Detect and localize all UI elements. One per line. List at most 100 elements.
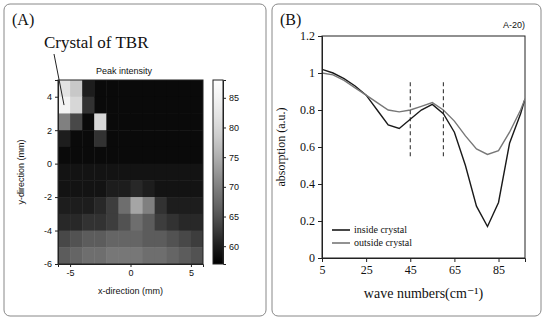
heat-cell: [179, 247, 192, 264]
panel-letter: (A): [12, 11, 34, 29]
tick: 70: [223, 182, 239, 192]
heat-cell: [94, 214, 107, 231]
heat-cell: [70, 247, 83, 264]
tick-label: 45: [405, 263, 417, 277]
heat-cell: [155, 80, 168, 97]
heat-cell: [94, 180, 107, 197]
heat-cell: [106, 113, 119, 130]
tick-mark: [223, 187, 226, 188]
tick-label: -2: [44, 192, 52, 202]
heat-cell: [191, 214, 203, 231]
heat-cell: [118, 113, 131, 130]
heat-cell: [58, 214, 71, 231]
tick: 0: [128, 264, 133, 278]
heat-cell: [70, 97, 83, 114]
tick-label: 70: [229, 182, 239, 192]
heat-cell: [143, 164, 156, 181]
legend-label: inside crystal: [354, 224, 407, 235]
tick-mark: [131, 264, 132, 267]
tick-label: 25: [361, 263, 373, 277]
heat-cell: [167, 97, 180, 114]
tick: 0: [47, 159, 58, 169]
heat-cell: [143, 247, 156, 264]
axis: 00.20.40.60.811.2: [300, 29, 323, 265]
tick: 80: [223, 123, 239, 133]
tick: -5: [67, 264, 75, 278]
heat-cell: [82, 180, 95, 197]
tick: 65: [449, 258, 461, 277]
heat-cell: [106, 197, 119, 214]
tick-mark: [366, 258, 367, 262]
figure: (A)-505-6-4-2024x-direction (mm)y-direct…: [0, 0, 545, 321]
heat-cell: [106, 214, 119, 231]
heat-cell: [179, 164, 192, 181]
panel-frame: [272, 4, 541, 316]
tick: 75: [223, 153, 239, 163]
tick: 60: [223, 242, 239, 252]
annotation: A-20): [503, 20, 525, 30]
tick-label: 80: [229, 123, 239, 133]
tick-label: 65: [449, 263, 461, 277]
heat-cell: [118, 180, 131, 197]
annotation: Crystal of TBR: [44, 33, 149, 52]
tick-label: 0.6: [300, 140, 315, 154]
tick: -2: [44, 192, 58, 202]
tick-label: 75: [229, 153, 239, 163]
heat-cell: [191, 164, 203, 181]
tick: 0.6: [300, 140, 322, 154]
heat-cell: [167, 197, 180, 214]
tick: 85: [493, 258, 505, 277]
heat-cell: [94, 130, 107, 147]
tick-label: 0: [309, 251, 315, 265]
y-axis-title: absorption (a.u.): [274, 108, 288, 187]
heat-cell: [191, 97, 203, 114]
heat-cell: [179, 113, 192, 130]
heat-cell: [191, 147, 203, 164]
heat-cell: [179, 130, 192, 147]
tick-mark: [55, 164, 58, 165]
legend-swatch: [332, 242, 350, 244]
reference-line: [443, 82, 444, 156]
heat-cell: [131, 247, 144, 264]
heat-cell: [94, 147, 107, 164]
heat-cell: [118, 231, 131, 248]
tick: -4: [44, 226, 58, 236]
tick-label: 0: [47, 159, 52, 169]
tick-label: 85: [493, 263, 505, 277]
panel-letter: (B): [280, 11, 301, 29]
axis-line: [59, 265, 204, 268]
tick-label: -6: [44, 259, 52, 269]
heat-cell: [106, 97, 119, 114]
heat-cell: [167, 80, 180, 97]
axis: 606570758085: [223, 81, 239, 265]
heat-cell: [131, 80, 144, 97]
cells: [58, 80, 203, 264]
tick-mark: [318, 36, 322, 37]
heat-cell: [106, 130, 119, 147]
heat-cell: [143, 231, 156, 248]
tick-mark: [223, 246, 226, 247]
heat-cell: [58, 97, 71, 114]
heat-cell: [131, 214, 144, 231]
heat-cell: [143, 180, 156, 197]
heat-cell: [82, 130, 95, 147]
tick-mark: [499, 258, 500, 262]
tick-mark: [318, 184, 322, 185]
heat-cell: [167, 130, 180, 147]
tick-label: 1: [309, 66, 315, 80]
tick: 0.8: [300, 103, 322, 117]
tick-mark: [55, 264, 58, 265]
heat-cell: [106, 231, 119, 248]
heat-cell: [106, 164, 119, 181]
heat-cell: [118, 147, 131, 164]
heat-cell: [155, 231, 168, 248]
heat-cell: [179, 180, 192, 197]
heat-cell: [70, 130, 83, 147]
heat-cell: [82, 197, 95, 214]
heat-cell: [118, 197, 131, 214]
tick-label: 0.4: [300, 177, 315, 191]
tick: 2: [47, 126, 58, 136]
heat-cell: [58, 197, 71, 214]
series-line: [322, 73, 525, 154]
plot-frame: [322, 36, 525, 258]
